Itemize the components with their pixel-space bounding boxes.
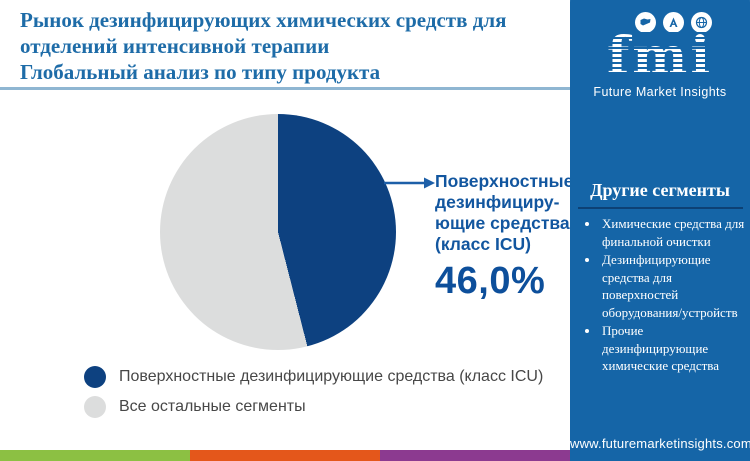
wordmark-stripes: [606, 29, 714, 85]
footer-stripe-green: [0, 450, 190, 461]
pie-value-label: 46,0%: [435, 260, 546, 302]
pie-callout: Поверхностные дезинфициру- ющие средства…: [435, 171, 585, 303]
compass-icon: [662, 12, 684, 33]
callout-line-1: Поверхностные: [435, 171, 574, 191]
callout-line-3: ющие средства: [435, 213, 570, 233]
callout-line-4: (класс ICU): [435, 234, 531, 254]
title-line-2: отделений интенсивной терапии: [20, 34, 330, 58]
website-link[interactable]: www.futuremarketinsights.com: [570, 436, 750, 451]
legend-label-other: Все остальные сегменты: [119, 398, 306, 415]
title-line-1: Рынок дезинфицирующих химических средств…: [20, 8, 507, 32]
title-divider: [0, 87, 570, 90]
footer-stripe-purple: [380, 450, 570, 461]
other-segments-list: Химические средства для финальной очистк…: [582, 215, 746, 376]
page-title: Рынок дезинфицирующих химических средств…: [20, 7, 568, 85]
legend-label-icu: Поверхностные дезинфицирующие средства (…: [119, 368, 544, 385]
sidebar-panel: fmi Future Market Insights Другие сегмен…: [570, 0, 750, 461]
sidebar-heading: Другие сегменты: [590, 180, 730, 200]
callout-line-2: дезинфициру-: [435, 192, 560, 212]
title-line-3: Глобальный анализ по типу продукта: [20, 60, 381, 84]
segment-item-1: Химические средства для финальной очистк…: [600, 215, 746, 250]
legend-item-other: Все остальные сегменты: [84, 396, 543, 418]
segment-item-3: Прочие дезинфицирующие химические средст…: [600, 322, 746, 375]
fmi-logo: fmi Future Market Insights: [570, 12, 750, 99]
callout-arrow-icon: [384, 177, 435, 189]
legend-swatch-blue-icon: [84, 366, 106, 388]
footer-stripe-orange: [190, 450, 380, 461]
pie-chart: [160, 114, 396, 350]
globe-icon: [690, 12, 712, 33]
legend-swatch-gray-icon: [84, 396, 106, 418]
logo-tagline: Future Market Insights: [593, 85, 727, 99]
segment-item-2: Дезинфицирующие средства для поверхносте…: [600, 251, 746, 321]
map-icon: [634, 12, 656, 33]
chart-legend: Поверхностные дезинфицирующие средства (…: [84, 366, 543, 426]
fmi-wordmark: fmi: [606, 29, 714, 85]
sidebar-heading-divider: [578, 207, 743, 209]
logo-icon-row: [596, 12, 750, 33]
legend-item-icu: Поверхностные дезинфицирующие средства (…: [84, 366, 543, 388]
